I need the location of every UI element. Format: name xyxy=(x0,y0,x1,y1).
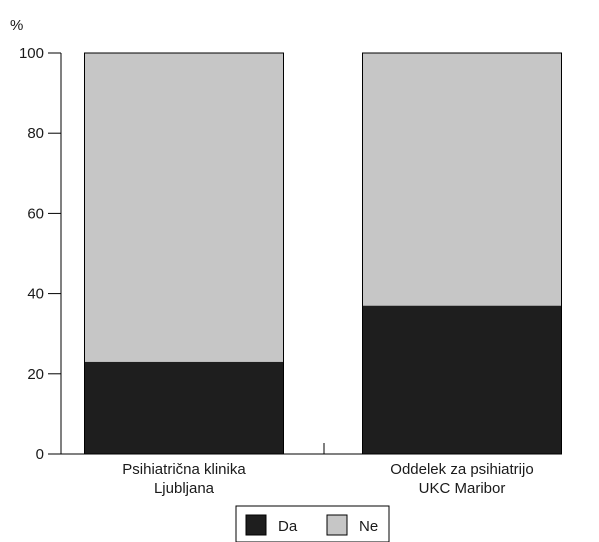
plot-area xyxy=(84,52,562,455)
x-category-label: Oddelek za psihiatrijo xyxy=(390,461,533,478)
legend: Da Ne xyxy=(235,505,390,542)
x-category-label: Psihiatrična klinika xyxy=(122,461,246,478)
x-category-label: Ljubljana xyxy=(154,480,215,497)
bar-segment-ne-2 xyxy=(362,53,562,306)
y-tick-label: 40 xyxy=(27,286,44,303)
y-tick-label: 80 xyxy=(27,125,44,142)
bar-segment-ne-1 xyxy=(84,53,284,362)
y-tick-label: 60 xyxy=(27,205,44,222)
legend-label-ne: Ne xyxy=(359,518,378,535)
axes: 0 20 40 60 80 100 Psihiatrična klinika Ljubljan… xyxy=(19,45,562,497)
legend-box xyxy=(235,505,390,542)
y-axis-unit-label: % xyxy=(10,17,23,34)
legend-label-da: Da xyxy=(278,518,298,535)
y-tick-label: 20 xyxy=(27,366,44,383)
y-tick-label: 100 xyxy=(19,45,44,62)
x-category-label: UKC Maribor xyxy=(419,480,506,497)
legend-swatch-ne xyxy=(326,514,348,536)
bar-segment-da-1 xyxy=(84,361,284,454)
legend-swatch-da xyxy=(245,514,267,536)
y-tick-label: 0 xyxy=(36,446,44,463)
bar-segment-da-2 xyxy=(362,305,562,454)
